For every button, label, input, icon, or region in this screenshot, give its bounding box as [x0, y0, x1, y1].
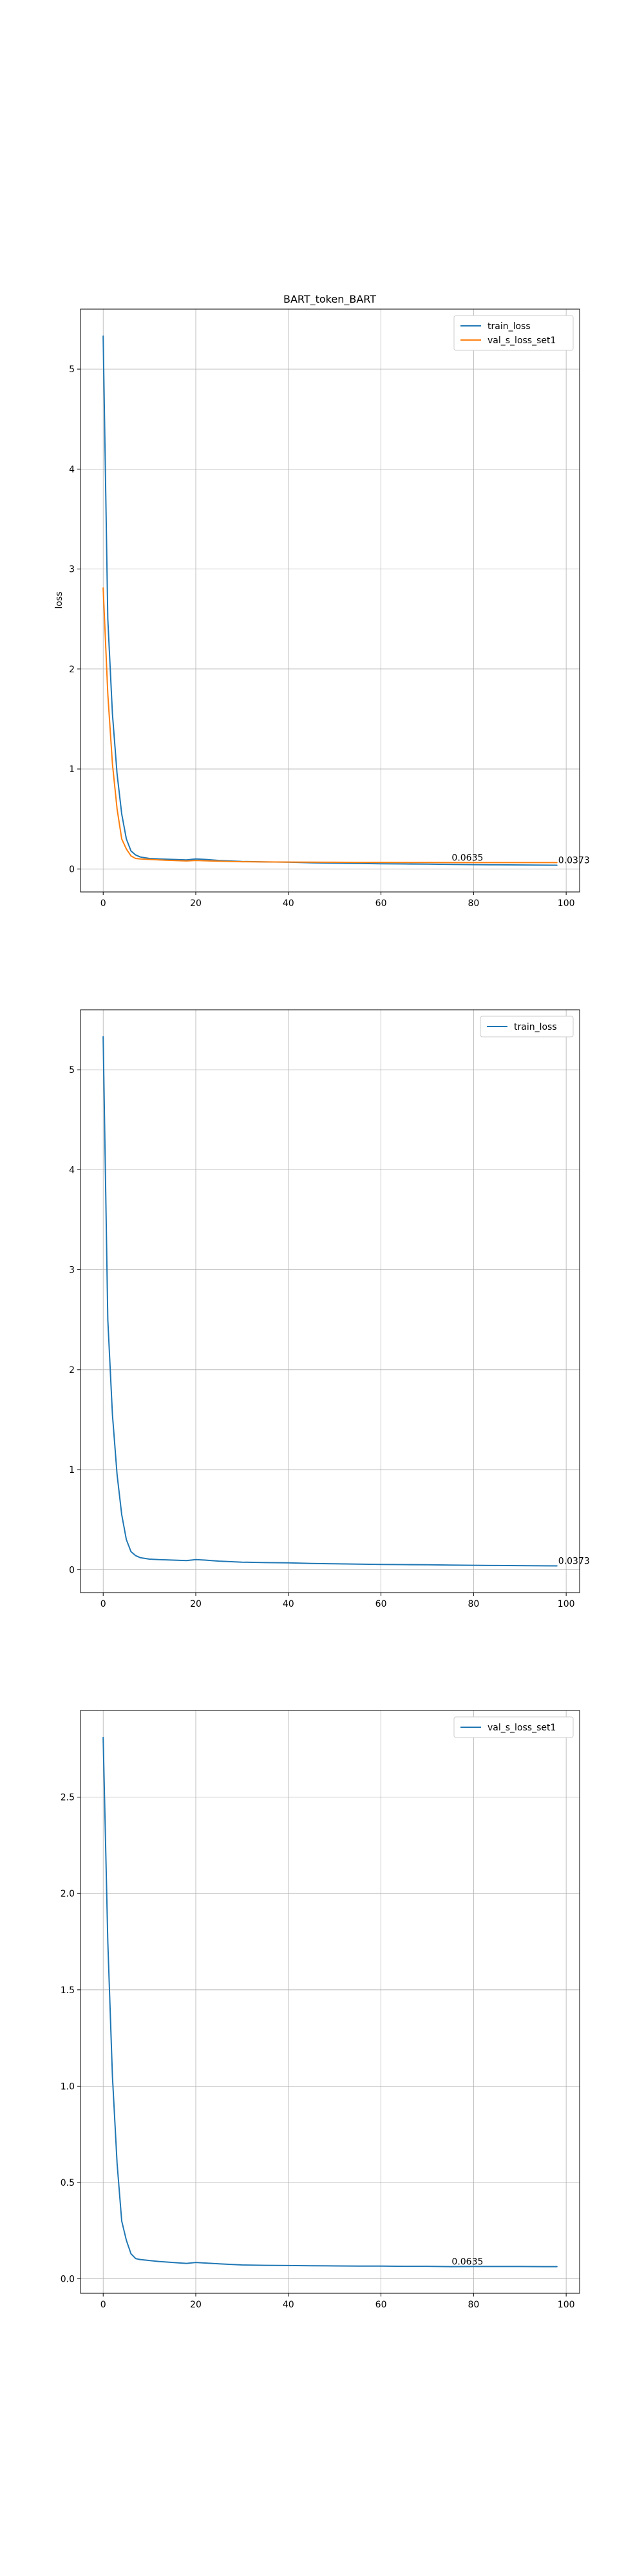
x-tick-label: 20 — [190, 898, 202, 909]
x-tick-label: 0 — [100, 2300, 106, 2310]
series-lines — [102, 1736, 558, 2268]
plot-frame — [80, 308, 580, 893]
legend: val_s_loss_set1 — [453, 1716, 574, 1738]
y-tick-label: 2.5 — [61, 1793, 75, 1803]
y-tick-label: 2.0 — [61, 1889, 75, 1899]
annotations: 0.0635 0.0373 — [451, 853, 589, 866]
legend-box — [453, 1716, 574, 1738]
legend-box — [453, 315, 574, 351]
series-lines — [102, 335, 558, 866]
x-tick-label: 60 — [375, 1599, 387, 1609]
annotations: 0.0373 — [558, 1557, 590, 1567]
x-tick-label: 60 — [375, 2300, 387, 2310]
legend: train_loss val_s_loss_set1 — [453, 315, 574, 351]
value-annotation: 0.0373 — [558, 1557, 590, 1567]
x-tick-label: 100 — [558, 898, 575, 909]
series-line-train_loss — [102, 1036, 558, 1567]
chart-panel-1: 0 20 40 60 80 100 0 1 2 3 4 5 0.0635 0.0373 BART_tok… — [54, 293, 590, 909]
legend-label-val_s_loss_set1: val_s_loss_set1 — [488, 1723, 556, 1733]
y-tick-label: 3 — [69, 565, 75, 575]
y-tick-label: 1 — [69, 764, 75, 775]
value-annotation: 0.0635 — [451, 2257, 483, 2268]
x-tick-label: 0 — [100, 1599, 106, 1609]
y-tick-label: 4 — [69, 464, 75, 475]
grid-lines — [80, 1710, 580, 2293]
annotations: 0.0635 — [451, 2257, 483, 2268]
y-tick-label: 0.0 — [61, 2275, 75, 2285]
series-line-train_loss — [102, 335, 558, 866]
x-tick-label: 60 — [375, 898, 387, 909]
y-tick-label: 1.5 — [61, 1985, 75, 1996]
y-tick-label: 0.5 — [61, 2178, 75, 2188]
y-tick-label: 4 — [69, 1165, 75, 1175]
y-tick-label: 5 — [69, 365, 75, 375]
legend-label-train_loss: train_loss — [514, 1022, 557, 1032]
legend: train_loss — [480, 1016, 574, 1037]
x-tick-label: 20 — [190, 1599, 202, 1609]
legend-label-train_loss: train_loss — [488, 321, 531, 332]
chart-panel-3: 0 20 40 60 80 100 0.0 0.5 1.0 1.5 2.0 2.5 0.0635 va… — [61, 1710, 580, 2310]
y-tick-label: 2 — [69, 665, 75, 675]
axis-ticks: 0 20 40 60 80 100 0 1 2 3 4 5 — [69, 365, 574, 909]
y-tick-label: 0 — [69, 864, 75, 875]
series-line-val_s_loss_set1 — [102, 587, 558, 864]
series-lines — [102, 1036, 558, 1567]
x-tick-label: 40 — [283, 1599, 294, 1609]
y-tick-label: 1 — [69, 1465, 75, 1475]
y-tick-label: 0 — [69, 1565, 75, 1575]
grid-lines — [80, 309, 580, 892]
plot-frame — [80, 1710, 580, 2294]
plot-frame — [80, 1009, 580, 1593]
y-tick-label: 5 — [69, 1065, 75, 1075]
legend-box — [480, 1016, 574, 1037]
x-tick-label: 40 — [283, 2300, 294, 2310]
y-axis-label: loss — [54, 591, 64, 609]
y-tick-label: 1.0 — [61, 2081, 75, 2092]
y-tick-label: 2 — [69, 1365, 75, 1376]
chart-panel-2: 0 20 40 60 80 100 0 1 2 3 4 5 0.0373 train_loss — [69, 1009, 590, 1609]
value-annotation: 0.0373 — [558, 856, 590, 866]
legend-label-val_s_loss_set1: val_s_loss_set1 — [488, 336, 556, 346]
value-annotation: 0.0635 — [451, 853, 483, 863]
chart-title: BART_token_BART — [283, 293, 376, 306]
x-tick-label: 80 — [468, 898, 479, 909]
y-tick-label: 3 — [69, 1265, 75, 1276]
series-line-val_s_loss_set1 — [102, 1736, 558, 2268]
axis-ticks: 0 20 40 60 80 100 0.0 0.5 1.0 1.5 2.0 2.5 — [61, 1793, 575, 2310]
x-tick-label: 40 — [283, 898, 294, 909]
x-tick-label: 100 — [558, 1599, 575, 1609]
x-tick-label: 80 — [468, 1599, 479, 1609]
x-tick-label: 0 — [100, 898, 106, 909]
x-tick-label: 20 — [190, 2300, 202, 2310]
x-tick-label: 80 — [468, 2300, 479, 2310]
x-tick-label: 100 — [558, 2300, 575, 2310]
axis-ticks: 0 20 40 60 80 100 0 1 2 3 4 5 — [69, 1065, 574, 1609]
grid-lines — [80, 1010, 580, 1593]
